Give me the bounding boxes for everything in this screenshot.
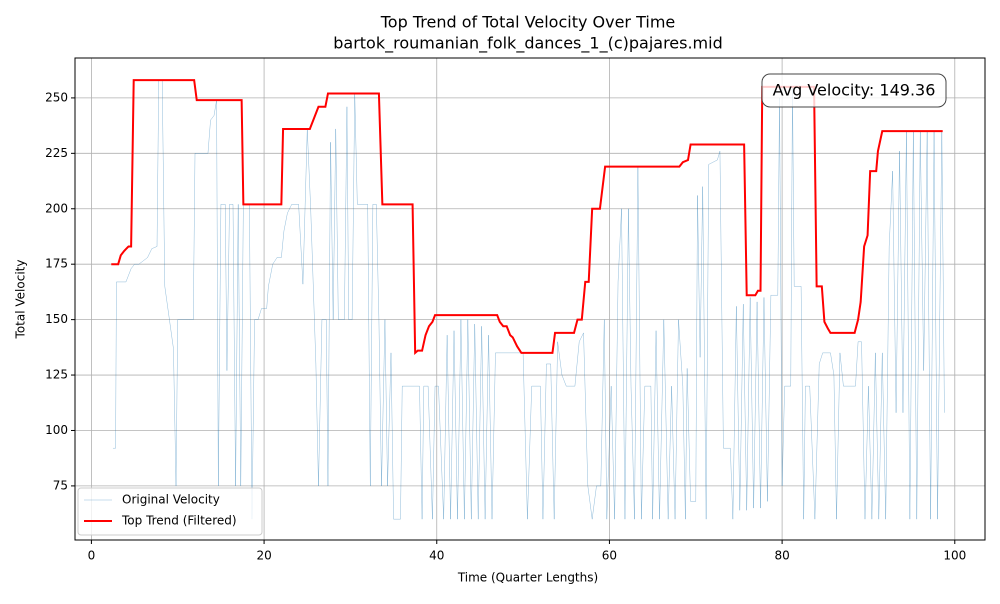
y-tick-label: 200 bbox=[45, 201, 68, 215]
y-tick-label: 75 bbox=[53, 478, 68, 492]
chart-subtitle: bartok_roumanian_folk_dances_1_(c)pajare… bbox=[333, 34, 723, 54]
y-tick-label: 125 bbox=[45, 368, 68, 382]
x-tick-label: 80 bbox=[774, 549, 789, 563]
legend-label: Original Velocity bbox=[122, 493, 220, 507]
y-tick-label: 150 bbox=[45, 312, 68, 326]
x-tick-label: 40 bbox=[429, 549, 444, 563]
y-tick-label: 250 bbox=[45, 90, 68, 104]
x-tick-label: 100 bbox=[943, 549, 966, 563]
y-tick-label: 225 bbox=[45, 146, 68, 160]
legend-box bbox=[77, 487, 263, 536]
y-tick-label: 100 bbox=[45, 423, 68, 437]
data-line bbox=[112, 79, 945, 520]
annotation-box bbox=[761, 73, 947, 108]
axes-frame bbox=[74, 57, 986, 541]
chart-title: Top Trend of Total Velocity Over Time bbox=[380, 13, 676, 32]
x-tick-label: 0 bbox=[88, 549, 96, 563]
x-tick-label: 20 bbox=[256, 549, 271, 563]
x-axis-label: Time (Quarter Lengths) bbox=[457, 571, 598, 585]
y-tick-label: 175 bbox=[45, 257, 68, 271]
legend-label: Top Trend (Filtered) bbox=[121, 514, 237, 528]
annotation: Avg Velocity: 149.36 bbox=[773, 81, 936, 100]
y-axis-label: Total Velocity bbox=[14, 260, 28, 340]
x-tick-label: 60 bbox=[602, 549, 617, 563]
data-line bbox=[111, 79, 943, 356]
